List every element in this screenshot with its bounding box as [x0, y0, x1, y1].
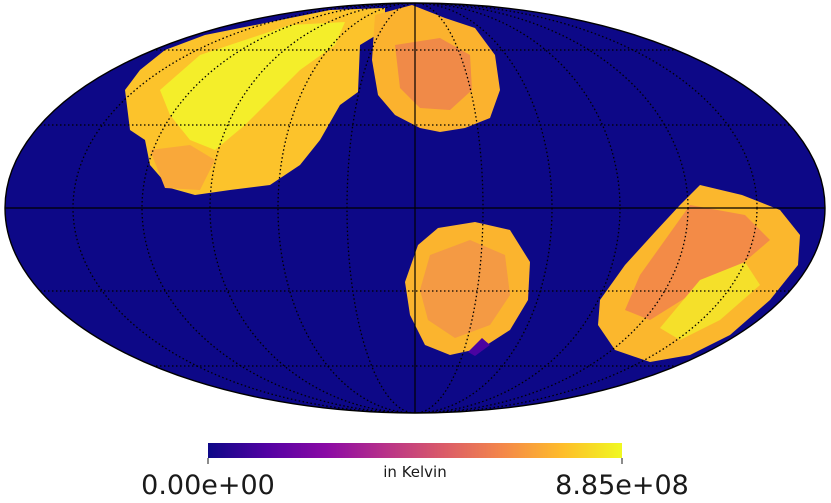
patch-center-lower-edge: [468, 338, 490, 356]
patch-upper-left-core: [160, 22, 345, 150]
colorbar-unit-label: in Kelvin: [383, 463, 446, 481]
data-patches: [125, 5, 800, 362]
patch-upper-center-core: [395, 38, 472, 110]
map-outline: [4, 2, 826, 414]
patch-center-lower-core: [420, 240, 510, 338]
patch-upper-left-warm: [150, 145, 215, 190]
patch-right-bright: [660, 262, 760, 340]
colorbar-min-label: 0.00e+00: [141, 470, 275, 501]
colorbar: [208, 443, 622, 458]
colorbar-max-label: 8.85e+08: [555, 470, 689, 501]
